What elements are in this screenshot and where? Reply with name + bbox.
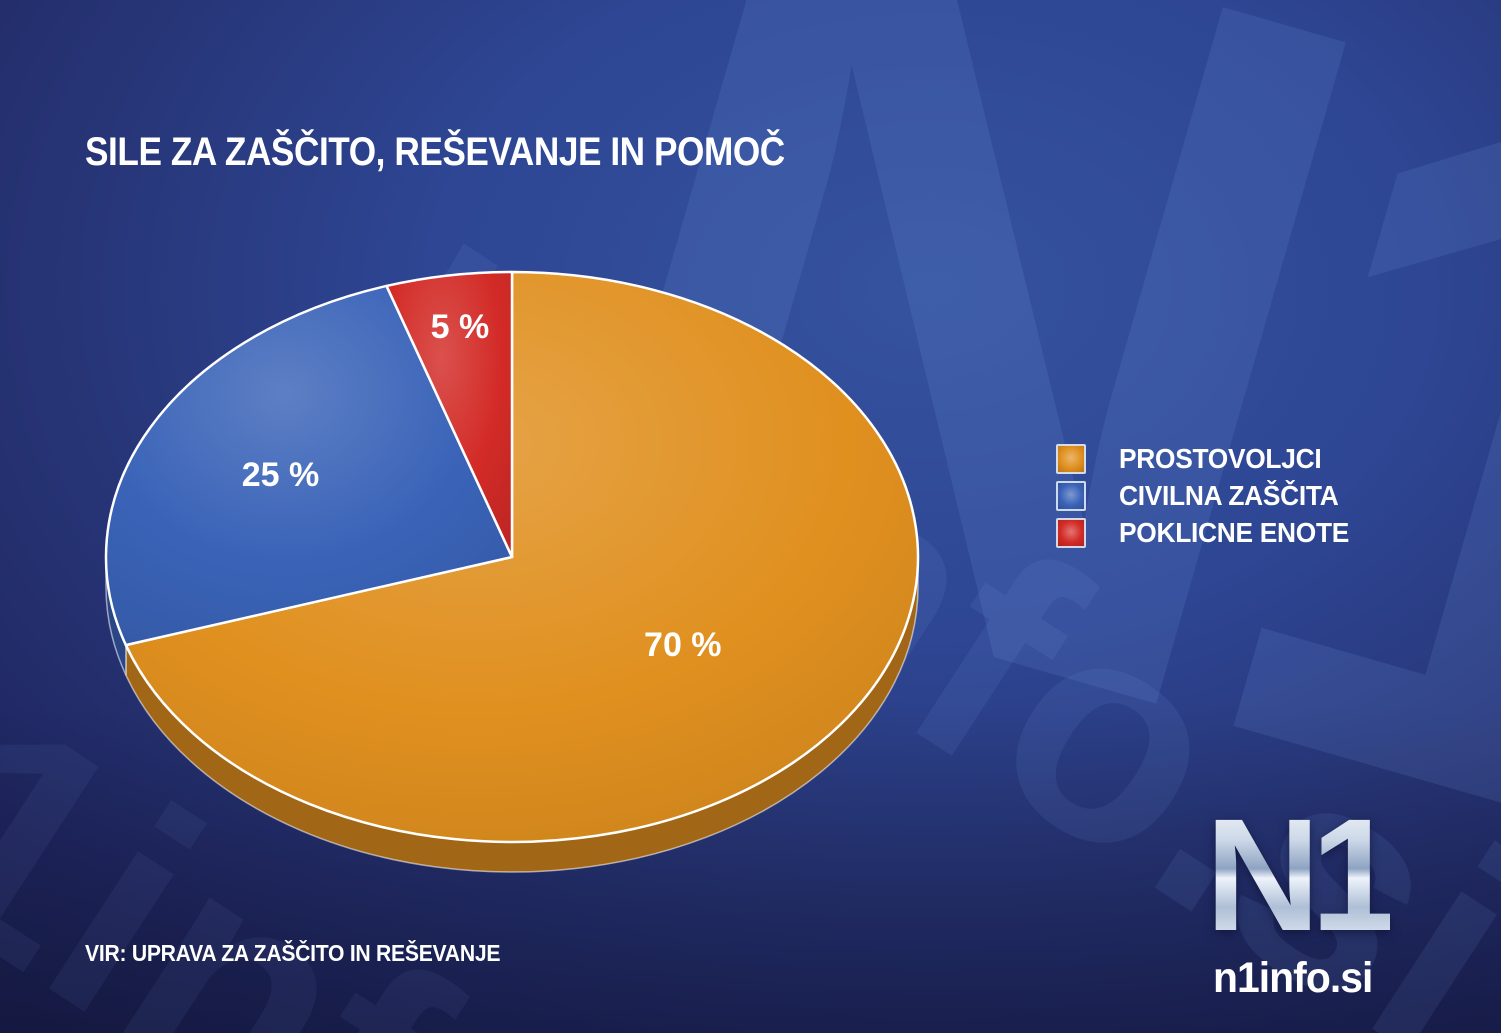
n1-logo-site-text: n1info.si xyxy=(1213,954,1373,1002)
legend-item: CIVILNA ZAŠČITA xyxy=(1056,480,1364,511)
n1-logo: N1 n1info.si xyxy=(1205,795,1465,1000)
page-title: SILE ZA ZAŠČITO, REŠEVANJE IN POMOČ xyxy=(85,129,785,174)
legend-item: PROSTOVOLJCI xyxy=(1056,443,1364,474)
legend-label: POKLICNE ENOTE xyxy=(1119,516,1350,548)
pie-slice-civilna-za-ita xyxy=(104,284,514,647)
legend-swatch-icon xyxy=(1056,443,1086,474)
pie-slice-value-label: 25 % xyxy=(242,456,320,494)
legend-swatch-icon xyxy=(1056,480,1086,511)
pie-slice-value-label: 70 % xyxy=(644,626,722,664)
pie-slice-poklicne-enote xyxy=(385,270,514,559)
chart-legend: PROSTOVOLJCI CIVILNA ZAŠČITA POKLICNE ENOT… xyxy=(1056,443,1364,548)
legend-label: CIVILNA ZAŠČITA xyxy=(1119,479,1339,511)
legend-label: PROSTOVOLJCI xyxy=(1119,442,1322,474)
pie-slice-prostovoljci xyxy=(124,270,920,844)
legend-item: POKLICNE ENOTE xyxy=(1056,517,1364,548)
legend-swatch-icon xyxy=(1056,517,1086,548)
pie-slice-value-label: 5 % xyxy=(431,308,490,346)
n1-logo-mark: N1 xyxy=(1205,785,1400,964)
source-credit: VIR: UPRAVA ZA ZAŠČITO IN REŠEVANJE xyxy=(85,940,501,966)
